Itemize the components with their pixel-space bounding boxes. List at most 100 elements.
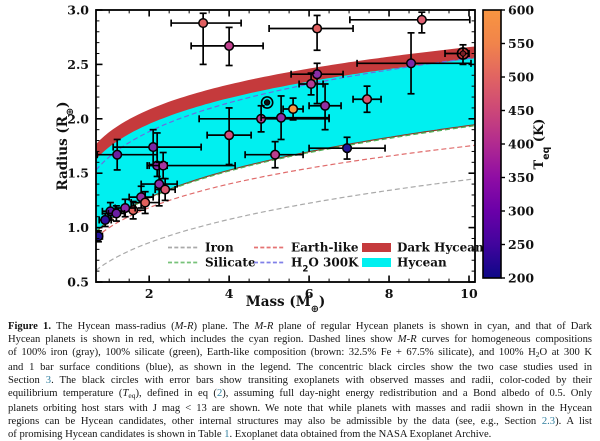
svg-text:350: 350 [508,170,534,185]
caption-text: of 100% iron (gray), 100% silicate (gree… [8,347,536,358]
caption-text: O at 300 K [539,347,592,358]
caption-text: R [186,321,194,332]
planet-point [244,140,304,169]
caption-text: of promising Hycean candidates is shown … [8,429,225,440]
caption-line: planets orbiting host stars with J mag <… [8,402,592,415]
caption-text: Hycean planets is shown in red, which in… [8,334,398,345]
caption-line: of 100% iron (gray), 100% silicate (gree… [8,346,592,361]
chart-container: 2 4 6 8 10 0.5 1.0 1.5 2.0 2.5 3.0 Mass (M⊕) Radius … [55,3,552,315]
svg-text:H2O 300K: H2O 300K [291,256,359,275]
planet-point [98,212,113,228]
caption-text: T [122,388,129,399]
ref-link[interactable]: 2 [216,388,223,399]
planet-point [107,204,126,222]
planet-point [308,136,386,160]
caption-text: curves for homogeneous compositions [416,334,592,345]
ref-link[interactable]: 3 [45,375,52,386]
x-axis-label: Mass (M⊕) [246,294,325,315]
svg-text:450: 450 [508,103,534,118]
caption-text: ). A list [555,416,592,427]
planet-point [298,72,324,96]
chart-colorbar: 200 250 300 350 400 450 500 550 600 Teq (K) [482,3,552,286]
caption-text: M [397,334,407,345]
caption-text: - [406,334,411,345]
svg-text:3.0: 3.0 [67,3,89,18]
mass-radius-chart: 2 4 6 8 10 0.5 1.0 1.5 2.0 2.5 3.0 Mass (M⊕) Radius … [55,3,552,315]
caption-text: Section [8,375,46,386]
caption-text: R [266,321,274,332]
svg-text:6: 6 [305,286,314,301]
planet-point [190,26,264,67]
chart-points [96,11,472,243]
planet-point [308,83,342,131]
caption-text: M [254,321,264,332]
svg-text:1.5: 1.5 [67,166,89,181]
ref-link[interactable]: 1 [224,429,230,440]
caption-text: - [183,321,187,332]
planet-point [282,97,304,121]
caption-text: equilibrium temperature ( [8,388,123,399]
planet-point [260,96,274,109]
svg-text:200: 200 [508,271,534,286]
svg-text:550: 550 [508,36,534,51]
caption-line: Figure 1. The Hycean mass-radius (M-R) p… [8,320,592,333]
caption-line: Hycean planets is shown in red, which in… [8,333,592,346]
planet-point [444,43,470,66]
planet-point [356,31,472,95]
caption-text: regions can be Hycean candidates, other … [8,416,542,427]
planet-point [349,11,471,34]
svg-text:8: 8 [385,286,394,301]
planet-point [260,95,330,141]
caption-line: of promising Hycean candidates is shown … [8,428,592,441]
caption-text: . Exoplanet data obtained from the NASA … [229,429,492,440]
svg-text:Silicate: Silicate [205,256,256,270]
planet-point [96,138,159,171]
caption-text: plane of regular Hycean planets is shown… [273,321,592,332]
svg-text:2: 2 [145,286,154,301]
planet-point [154,177,177,202]
caption-text: ) plane. The [193,321,255,332]
curve-iron [96,178,475,271]
planet-point [352,85,382,114]
svg-text:10: 10 [460,286,478,301]
svg-text:0.5: 0.5 [67,275,89,290]
svg-text:2.5: 2.5 [67,57,89,72]
planet-point [170,12,242,66]
svg-text:250: 250 [508,237,534,252]
planet-point [206,107,252,166]
svg-text:300: 300 [508,204,534,219]
planet-point [140,161,179,207]
ref-link[interactable]: 2.3 [541,416,556,427]
caption-text: and 1 bar surface conditions (blue), as … [8,362,592,373]
caption-text: . The black circles with error bars show… [51,375,592,386]
caption-line: equilibrium temperature (Teq), defined i… [8,387,592,402]
svg-text:Earth-like: Earth-like [291,241,359,255]
caption-text: ), defined in eq ( [135,388,217,399]
caption-text: M [174,321,184,332]
caption-line: regions can be Hycean candidates, other … [8,415,592,428]
planet-point [268,14,354,52]
svg-text:600: 600 [508,3,534,18]
caption-text: Figure 1. [8,321,51,332]
svg-text:400: 400 [508,137,534,152]
caption-line: and 1 bar surface conditions (blue), as … [8,361,592,374]
caption-text: 2 [535,350,540,359]
svg-text:Dark Hycean: Dark Hycean [397,241,484,255]
caption-text: R [410,334,417,345]
svg-text:1.0: 1.0 [67,220,89,235]
svg-text:Iron: Iron [205,241,234,255]
svg-text:500: 500 [508,70,534,85]
caption-text: eq [128,391,136,400]
caption-text: The Hycean mass-radius ( [50,321,175,332]
svg-text:2.0: 2.0 [67,111,89,126]
svg-text:Hycean: Hycean [397,256,447,270]
caption-text: planets orbiting host stars with J mag <… [8,403,592,414]
caption-text: ), assuming full day-night energy redist… [222,388,592,399]
y-axis-label: Radius (R⊕) [55,101,76,190]
figure-caption: Figure 1. The Hycean mass-radius (M-R) p… [8,320,592,441]
svg-text:4: 4 [225,286,234,301]
chart-axes: 2 4 6 8 10 0.5 1.0 1.5 2.0 2.5 3.0 Mass (M⊕) Radius … [55,3,478,315]
caption-text: - [263,321,267,332]
